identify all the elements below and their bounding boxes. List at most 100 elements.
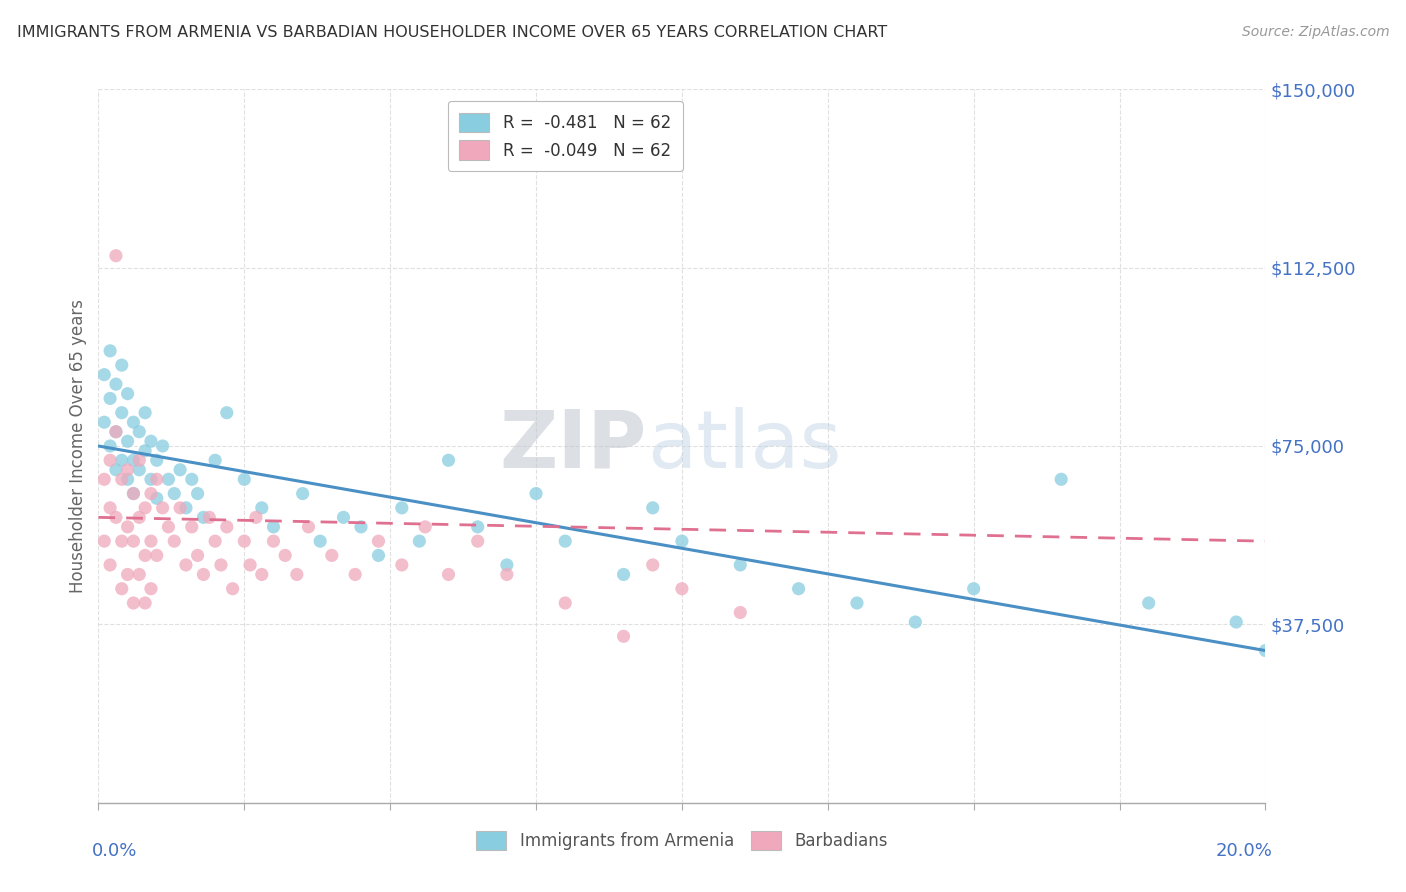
Point (98, 439, 121, 453)
Point (641, 558, 664, 572)
Point (169, 463, 191, 477)
Point (139, 434, 162, 449)
Point (187, 549, 209, 563)
Point (104, 463, 127, 477)
Point (128, 567, 150, 582)
Point (671, 582, 693, 596)
Point (146, 453, 169, 467)
Point (146, 491, 169, 506)
Point (93, 534, 115, 549)
Point (104, 425, 127, 439)
Point (962, 582, 984, 596)
Point (117, 520, 139, 534)
Point (391, 558, 413, 572)
Point (198, 510, 221, 524)
Point (152, 439, 174, 453)
Point (250, 567, 273, 582)
Point (215, 520, 238, 534)
Point (612, 629, 634, 643)
Point (98, 343, 121, 358)
Point (174, 558, 197, 572)
Point (321, 549, 343, 563)
Y-axis label: Householder Income Over 65 years: Householder Income Over 65 years (69, 299, 87, 593)
Text: ZIP: ZIP (499, 407, 647, 485)
Point (122, 486, 145, 500)
Point (111, 358, 134, 372)
Point (193, 510, 215, 524)
Point (297, 520, 319, 534)
Point (408, 534, 430, 549)
Point (1225, 615, 1247, 629)
Point (134, 500, 156, 515)
Point (1050, 472, 1073, 486)
Point (174, 500, 197, 515)
Point (367, 549, 389, 563)
Point (437, 453, 460, 467)
Point (187, 486, 209, 500)
Point (163, 486, 186, 500)
Point (104, 510, 127, 524)
Point (391, 500, 413, 515)
Point (233, 472, 256, 486)
Point (139, 472, 162, 486)
Point (111, 453, 134, 467)
Point (128, 510, 150, 524)
Point (139, 534, 162, 549)
Point (157, 520, 180, 534)
Point (122, 486, 145, 500)
Point (139, 582, 162, 596)
Point (134, 443, 156, 458)
Text: 0.0%: 0.0% (91, 842, 136, 860)
Point (787, 582, 810, 596)
Point (163, 534, 186, 549)
Point (204, 453, 226, 467)
Point (262, 534, 284, 549)
Point (180, 472, 202, 486)
Point (152, 500, 174, 515)
Point (262, 520, 284, 534)
Point (367, 534, 389, 549)
Text: IMMIGRANTS FROM ARMENIA VS BARBADIAN HOUSEHOLDER INCOME OVER 65 YEARS CORRELATIO: IMMIGRANTS FROM ARMENIA VS BARBADIAN HOU… (17, 25, 887, 40)
Point (104, 249, 127, 263)
Point (641, 500, 664, 515)
Point (250, 500, 273, 515)
Point (730, 558, 752, 572)
Point (104, 425, 127, 439)
Point (128, 425, 150, 439)
Point (180, 520, 202, 534)
Point (1254, 643, 1277, 657)
Point (437, 567, 460, 582)
Point (146, 549, 169, 563)
Point (612, 567, 634, 582)
Point (117, 386, 139, 401)
Point (344, 567, 367, 582)
Point (122, 415, 145, 429)
Text: atlas: atlas (647, 407, 841, 485)
Point (134, 406, 156, 420)
Point (122, 596, 145, 610)
Point (467, 534, 489, 549)
Point (209, 558, 232, 572)
Point (128, 463, 150, 477)
Point (117, 472, 139, 486)
Point (350, 520, 373, 534)
Point (122, 534, 145, 549)
Point (846, 596, 869, 610)
Point (554, 596, 576, 610)
Legend: Immigrants from Armenia, Barbadians: Immigrants from Armenia, Barbadians (468, 822, 896, 859)
Point (233, 534, 256, 549)
Point (245, 510, 267, 524)
Text: 20.0%: 20.0% (1215, 842, 1272, 860)
Point (139, 486, 162, 500)
Point (1137, 596, 1160, 610)
Point (904, 615, 927, 629)
Point (111, 582, 134, 596)
Point (93, 472, 115, 486)
Point (239, 558, 262, 572)
Point (221, 582, 243, 596)
Point (671, 534, 693, 549)
Point (117, 463, 139, 477)
Point (98, 453, 121, 467)
Point (117, 567, 139, 582)
Point (204, 534, 226, 549)
